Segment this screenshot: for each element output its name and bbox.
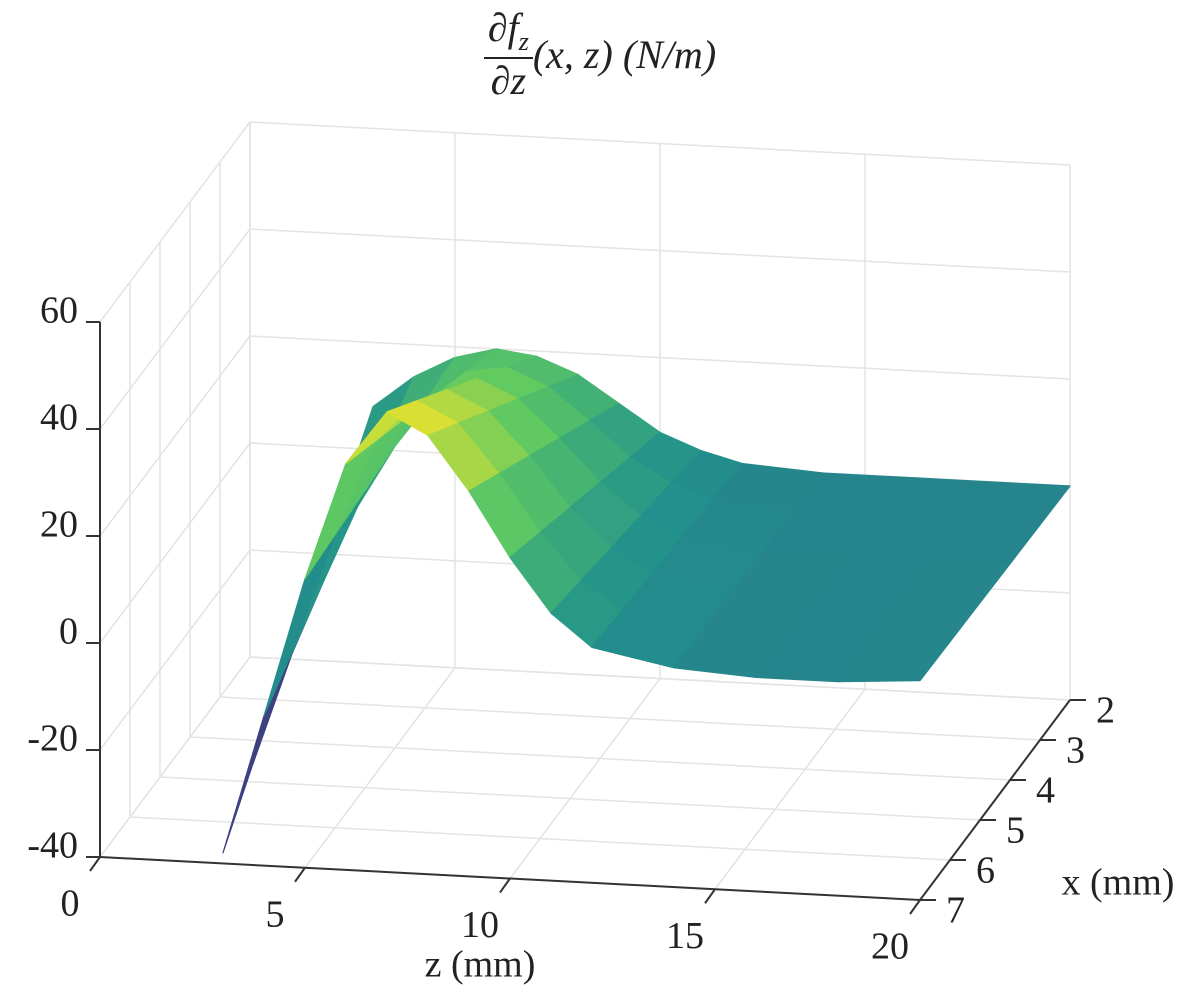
z-tick <box>89 856 101 872</box>
numerator-text: ∂f <box>487 5 519 50</box>
v-tick-label: 60 <box>40 290 78 332</box>
grid-line <box>129 816 951 861</box>
grid-line <box>99 656 251 858</box>
chart-title: ∂fz ∂z (x, z) (N/m) <box>0 6 1200 103</box>
grid-line <box>714 688 866 890</box>
surface-patch <box>252 579 325 765</box>
v-tick-label: -20 <box>27 718 78 760</box>
z-tick-label: 5 <box>266 893 285 935</box>
z-tick-label: 0 <box>61 883 80 925</box>
surface-patch <box>304 439 377 580</box>
x-tick-label: 6 <box>976 850 995 892</box>
x-tick-label: 7 <box>946 890 965 932</box>
grid-line <box>99 335 251 537</box>
grid-line <box>99 228 251 430</box>
surface-patch <box>837 641 951 683</box>
x-axis-label: x (mm) <box>1062 862 1175 904</box>
v-tick-label: 40 <box>40 397 78 439</box>
grid-line <box>249 335 1071 380</box>
grid-line <box>99 121 251 323</box>
x-tick-label: 4 <box>1036 770 1055 812</box>
grid-line <box>249 656 1071 701</box>
title-fraction: ∂fz ∂z <box>483 5 533 103</box>
x-tick-label: 5 <box>1006 810 1025 852</box>
grid-line <box>99 442 251 644</box>
grid-line <box>249 121 1071 166</box>
z-axis-label: z (mm) <box>425 944 536 986</box>
z-tick-label: 20 <box>871 926 909 968</box>
z-tick <box>909 899 921 915</box>
grid-line <box>304 667 456 869</box>
z-tick <box>499 877 511 894</box>
v-tick-label: 0 <box>59 611 78 653</box>
v-tick-label: -40 <box>27 825 78 867</box>
z-tick-label: 10 <box>461 904 499 946</box>
numerator-sub: z <box>518 27 529 56</box>
z-tick <box>294 867 306 883</box>
z-tick <box>704 888 716 904</box>
title-numerator: ∂fz <box>483 5 533 59</box>
v-tick-label: 20 <box>40 504 78 546</box>
grid-line <box>219 696 1041 741</box>
grid-line <box>249 228 1071 273</box>
grid-line <box>189 736 1011 781</box>
z-tick-label: 15 <box>666 915 704 957</box>
grid-line <box>159 776 981 821</box>
x-axis <box>919 699 1071 901</box>
grid-line <box>509 678 661 879</box>
x-tick-label: 3 <box>1066 730 1085 772</box>
x-tick-label: 2 <box>1096 690 1115 732</box>
surface-patch <box>263 533 336 717</box>
title-rest: (x, z) (N/m) <box>532 31 717 77</box>
title-denominator: ∂z <box>490 57 527 103</box>
grid-line <box>99 549 251 751</box>
